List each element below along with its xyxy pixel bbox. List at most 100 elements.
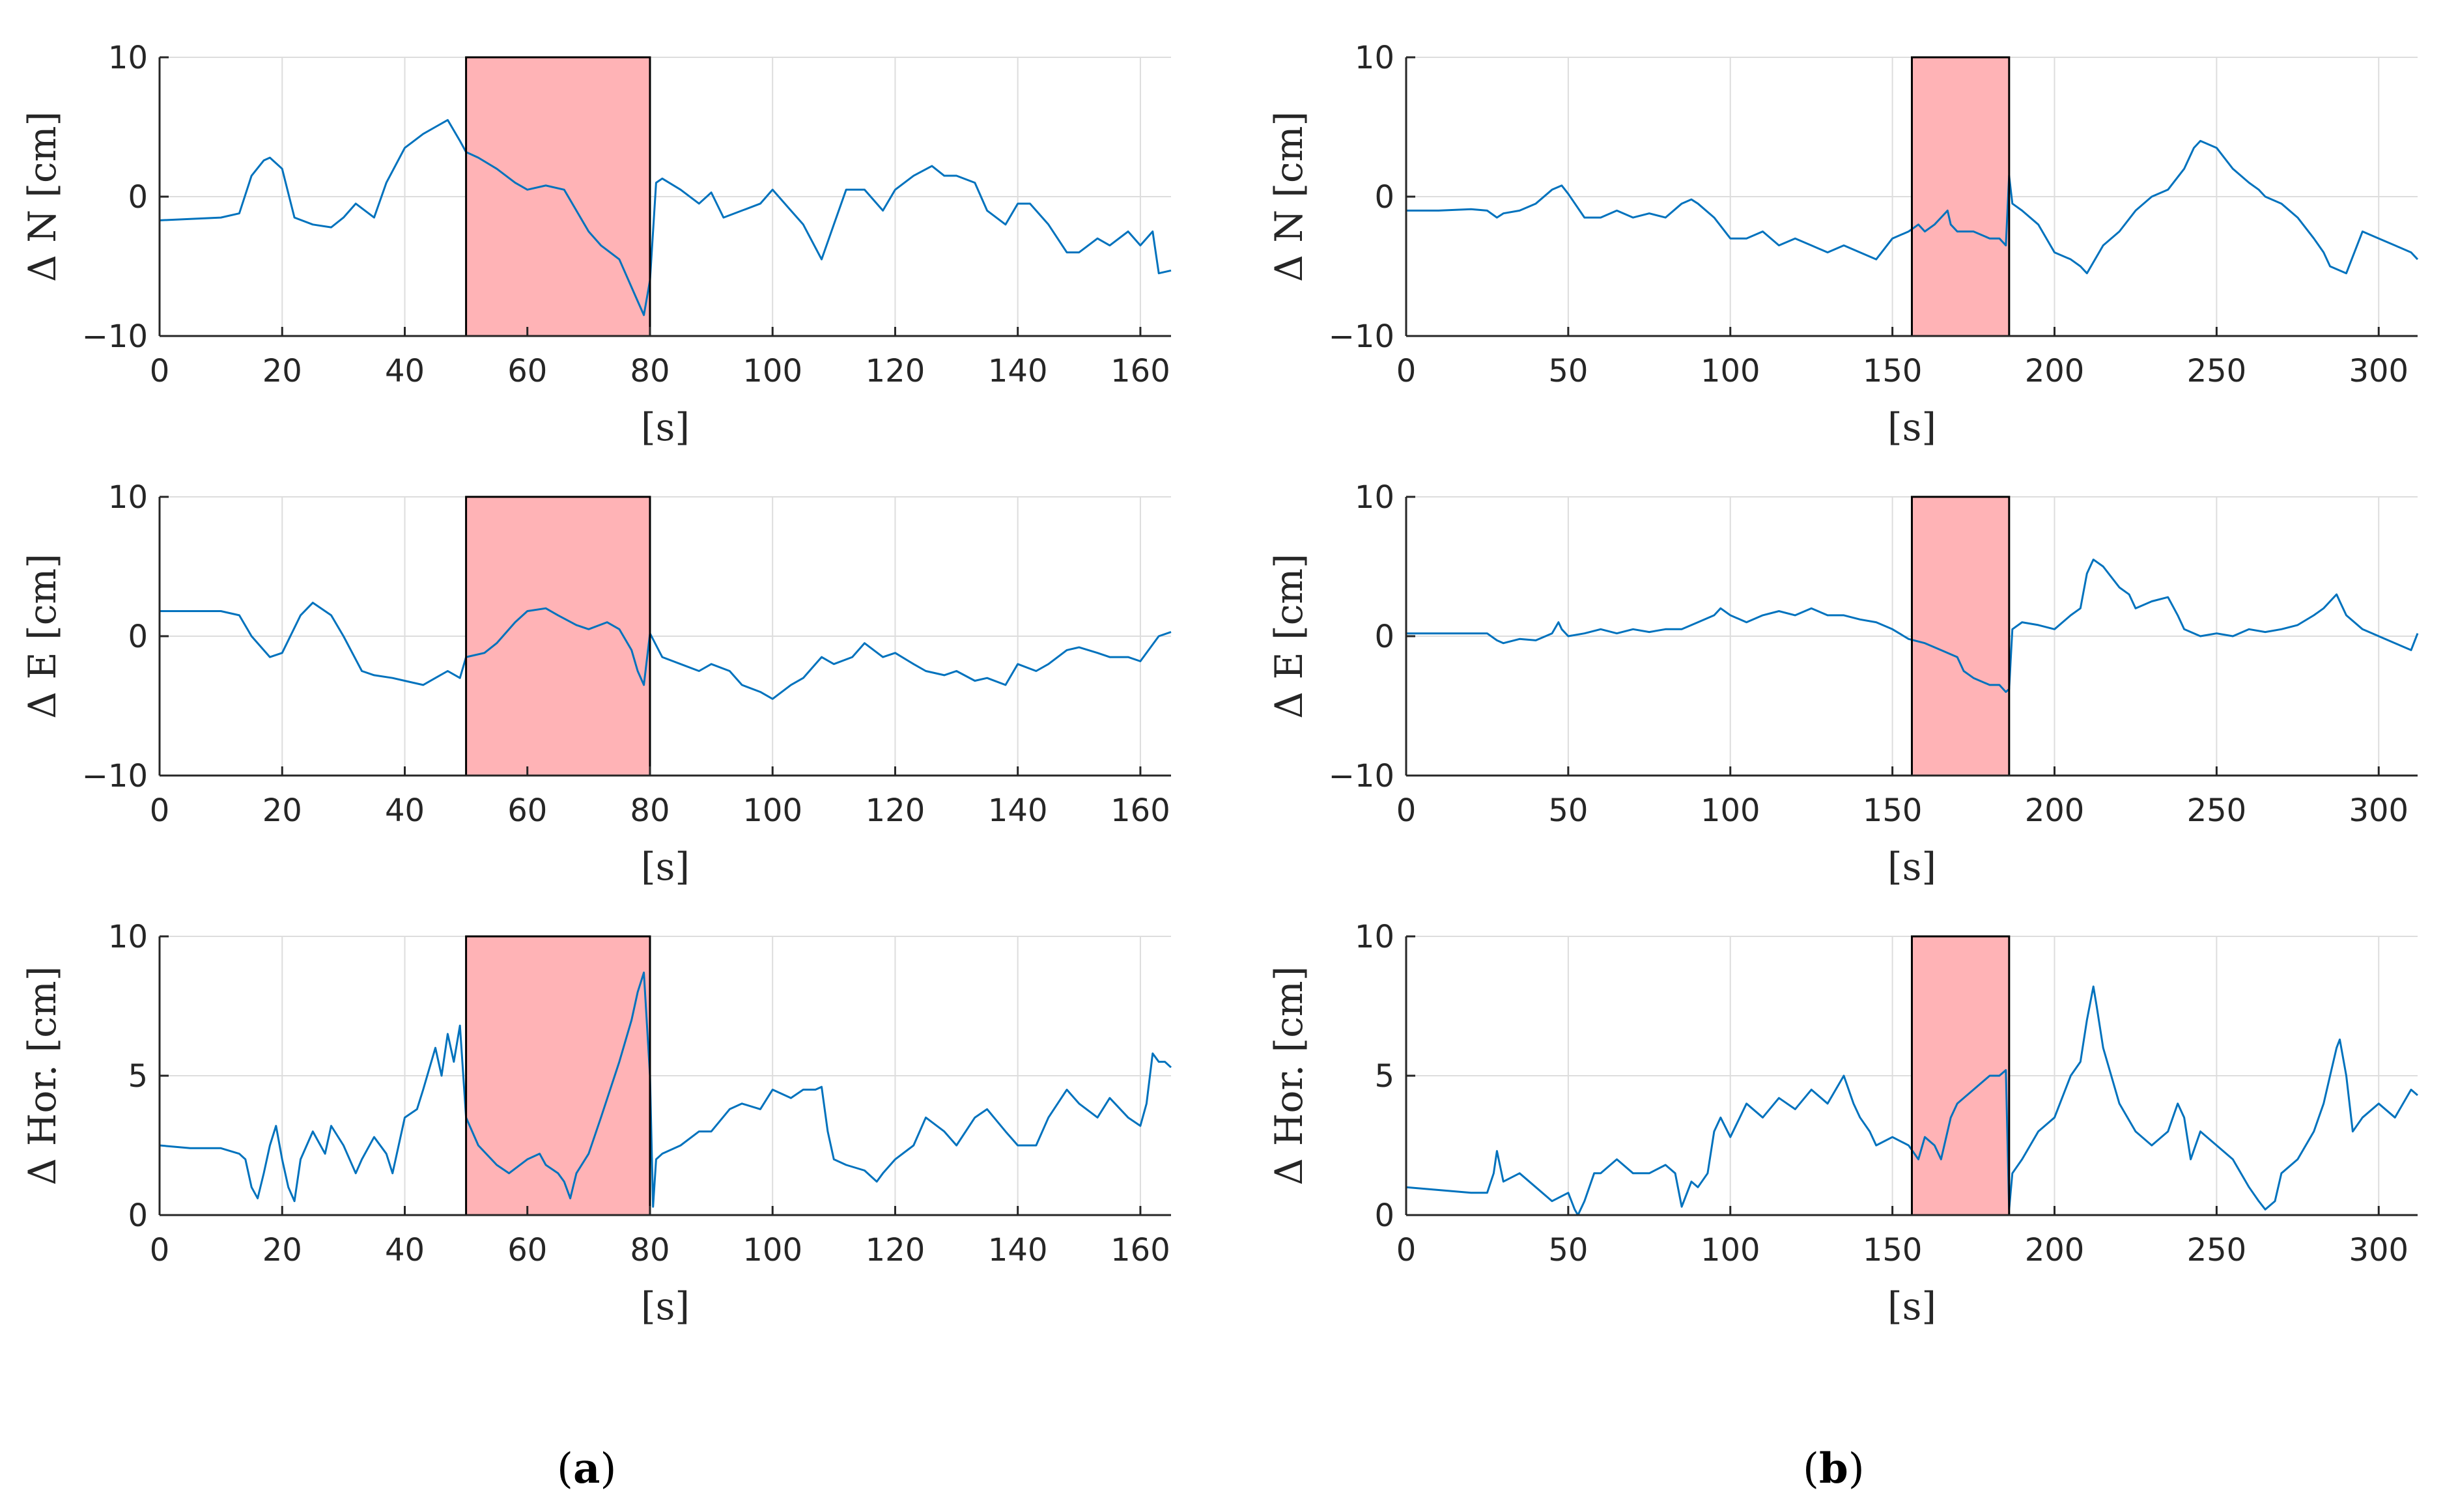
shaded-interval — [1912, 497, 2009, 776]
x-tick-label: 200 — [2025, 792, 2085, 829]
panel-label-b-open: ( — [1803, 1445, 1819, 1493]
x-tick-label: 100 — [1701, 1232, 1760, 1268]
series-line — [159, 119, 1172, 316]
y-axis-label: Δ Hor. [cm] — [1267, 966, 1311, 1186]
x-tick-label: 50 — [1548, 792, 1588, 829]
panel-label-a-close: ) — [600, 1445, 617, 1493]
x-axis-label: [s] — [1887, 845, 1936, 889]
y-axis-label: Δ N [cm] — [1267, 111, 1311, 282]
x-tick-label: 200 — [2025, 353, 2085, 389]
x-tick-label: 100 — [1701, 353, 1760, 389]
x-tick-label: 60 — [507, 1232, 547, 1268]
y-axis-label: Δ E [cm] — [1267, 553, 1311, 719]
shaded-interval — [1912, 57, 2009, 336]
x-tick-label: 140 — [988, 792, 1048, 829]
x-tick-label: 140 — [988, 1232, 1048, 1268]
x-tick-label: 250 — [2187, 353, 2247, 389]
y-tick-label: −10 — [1329, 318, 1394, 355]
x-axis-label: [s] — [1887, 405, 1936, 449]
x-tick-label: 300 — [2349, 353, 2408, 389]
series-line — [1406, 139, 2419, 275]
chart-b-horizontal: 0 50 100 150 200 250 300 0 5 10 [s] Δ Hor. [cm] — [1267, 919, 2418, 1328]
x-axis-label: [s] — [1887, 1284, 1936, 1328]
x-tick-label: 60 — [507, 792, 547, 829]
x-tick-label: 0 — [150, 1232, 170, 1268]
x-tick-label: 0 — [1396, 1232, 1417, 1268]
shaded-interval — [466, 57, 650, 336]
series-line — [1405, 985, 2418, 1216]
x-tick-label: 0 — [150, 792, 170, 829]
y-tick-label: −10 — [82, 758, 148, 794]
x-tick-label: 200 — [2025, 1232, 2085, 1268]
x-axis-label: [s] — [641, 1284, 690, 1328]
y-tick-label: 5 — [128, 1058, 148, 1095]
x-tick-label: 250 — [2187, 792, 2247, 829]
y-tick-label: −10 — [82, 318, 148, 355]
y-tick-label: 10 — [1355, 919, 1394, 955]
y-tick-label: 10 — [1355, 40, 1394, 76]
y-tick-label: 0 — [128, 179, 148, 216]
panel-label-a-open: ( — [557, 1445, 573, 1493]
x-tick-label: 150 — [1863, 792, 1923, 829]
x-tick-label: 100 — [1701, 792, 1760, 829]
y-tick-label: 10 — [108, 40, 148, 76]
x-tick-label: 160 — [1110, 1232, 1170, 1268]
y-axis-label: Δ Hor. [cm] — [20, 966, 64, 1186]
x-tick-label: 20 — [262, 792, 302, 829]
x-tick-label: 100 — [742, 353, 802, 389]
y-tick-label: 0 — [128, 619, 148, 655]
x-tick-label: 40 — [385, 792, 425, 829]
series-line — [160, 602, 1172, 700]
x-tick-label: 250 — [2187, 1232, 2247, 1268]
chart-a-horizontal: 0 20 40 60 80 100 120 140 160 0 5 10 [s] Δ Hor. [cm] — [20, 919, 1172, 1328]
x-axis-label: [s] — [641, 405, 690, 449]
x-tick-label: 40 — [385, 353, 425, 389]
panel-label-b-close: ) — [1848, 1445, 1865, 1493]
x-tick-label: 80 — [630, 792, 670, 829]
y-tick-label: 0 — [128, 1197, 148, 1234]
x-tick-label: 60 — [507, 353, 547, 389]
x-tick-label: 50 — [1548, 353, 1588, 389]
y-tick-label: 10 — [108, 479, 148, 516]
x-tick-label: 0 — [1396, 353, 1417, 389]
panel-label-b: (b) — [1803, 1444, 1865, 1493]
x-tick-label: 120 — [866, 353, 925, 389]
x-tick-label: 160 — [1110, 792, 1170, 829]
panel-label-a: (a) — [557, 1444, 616, 1493]
x-tick-label: 160 — [1110, 353, 1170, 389]
x-tick-label: 0 — [150, 353, 170, 389]
series-line — [159, 972, 1172, 1208]
shaded-interval — [466, 497, 650, 776]
y-tick-label: 0 — [1374, 619, 1394, 655]
x-tick-label: 150 — [1863, 353, 1923, 389]
y-axis-label: Δ E [cm] — [20, 553, 64, 719]
x-tick-label: 150 — [1863, 1232, 1923, 1268]
y-axis-label: Δ N [cm] — [20, 111, 64, 282]
x-tick-label: 120 — [866, 1232, 925, 1268]
series-line — [1406, 558, 2419, 693]
x-tick-label: 100 — [742, 792, 802, 829]
y-tick-label: 0 — [1374, 179, 1394, 216]
y-tick-label: 5 — [1374, 1058, 1394, 1095]
x-tick-label: 300 — [2349, 792, 2408, 829]
x-tick-label: 20 — [262, 1232, 302, 1268]
x-tick-label: 100 — [742, 1232, 802, 1268]
y-tick-label: 10 — [108, 919, 148, 955]
y-tick-label: 10 — [1355, 479, 1394, 516]
x-tick-label: 80 — [630, 353, 670, 389]
shaded-interval — [466, 936, 650, 1215]
x-tick-label: 0 — [1396, 792, 1417, 829]
x-tick-label: 80 — [630, 1232, 670, 1268]
panel-label-b-letter: b — [1818, 1444, 1848, 1493]
y-tick-label: −10 — [1329, 758, 1394, 794]
x-tick-label: 20 — [262, 353, 302, 389]
x-tick-label: 120 — [866, 792, 925, 829]
panel-label-a-letter: a — [572, 1444, 600, 1493]
x-tick-label: 140 — [988, 353, 1048, 389]
x-tick-label: 300 — [2349, 1232, 2408, 1268]
